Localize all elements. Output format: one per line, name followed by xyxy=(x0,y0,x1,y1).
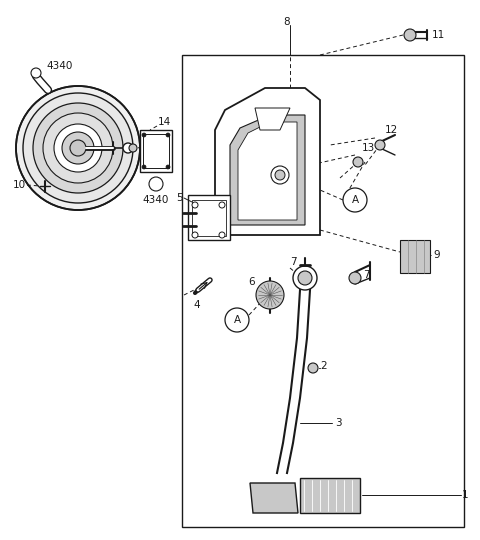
Polygon shape xyxy=(215,88,320,235)
Circle shape xyxy=(123,143,133,153)
Circle shape xyxy=(404,29,416,41)
Circle shape xyxy=(256,281,284,309)
Circle shape xyxy=(343,188,367,212)
Circle shape xyxy=(308,363,318,373)
Polygon shape xyxy=(400,240,430,273)
Circle shape xyxy=(31,68,41,78)
Text: 4340: 4340 xyxy=(47,61,73,71)
Text: 7: 7 xyxy=(363,270,370,280)
Text: 4340: 4340 xyxy=(143,195,169,205)
Text: A: A xyxy=(351,195,359,205)
Polygon shape xyxy=(238,122,297,220)
Text: 11: 11 xyxy=(432,30,445,40)
Text: 14: 14 xyxy=(158,117,171,127)
Text: 6: 6 xyxy=(248,277,255,287)
Text: 8: 8 xyxy=(284,17,290,27)
Circle shape xyxy=(275,170,285,180)
Text: 9: 9 xyxy=(433,250,440,260)
Circle shape xyxy=(192,202,198,208)
Text: 4: 4 xyxy=(194,300,200,310)
Circle shape xyxy=(142,165,146,169)
Circle shape xyxy=(43,113,113,183)
Circle shape xyxy=(129,144,137,152)
Circle shape xyxy=(23,93,133,203)
Text: 7: 7 xyxy=(290,257,297,267)
Text: 3: 3 xyxy=(335,418,342,428)
Polygon shape xyxy=(300,478,360,513)
Bar xyxy=(192,200,226,236)
Circle shape xyxy=(192,232,198,238)
Text: 2: 2 xyxy=(320,361,326,371)
Circle shape xyxy=(142,133,146,137)
Circle shape xyxy=(219,232,225,238)
Polygon shape xyxy=(250,483,298,513)
Circle shape xyxy=(375,140,385,150)
Circle shape xyxy=(219,202,225,208)
Circle shape xyxy=(271,166,289,184)
Text: 5: 5 xyxy=(176,193,183,203)
Text: 12: 12 xyxy=(385,125,398,135)
Circle shape xyxy=(16,86,140,210)
Polygon shape xyxy=(140,130,172,172)
Text: 10: 10 xyxy=(13,180,26,190)
Circle shape xyxy=(54,124,102,172)
Text: 13: 13 xyxy=(362,143,375,153)
Text: 1: 1 xyxy=(462,490,468,500)
Polygon shape xyxy=(255,108,290,130)
Circle shape xyxy=(349,272,361,284)
Circle shape xyxy=(62,132,94,164)
Circle shape xyxy=(166,165,170,169)
Circle shape xyxy=(293,266,317,290)
Circle shape xyxy=(70,140,86,156)
Circle shape xyxy=(225,308,249,332)
Bar xyxy=(143,134,169,168)
Bar xyxy=(182,55,464,527)
Circle shape xyxy=(353,157,363,167)
Circle shape xyxy=(33,103,123,193)
Polygon shape xyxy=(230,115,305,225)
Circle shape xyxy=(166,133,170,137)
Circle shape xyxy=(298,271,312,285)
Text: A: A xyxy=(233,315,240,325)
Circle shape xyxy=(149,177,163,191)
Polygon shape xyxy=(188,195,230,240)
